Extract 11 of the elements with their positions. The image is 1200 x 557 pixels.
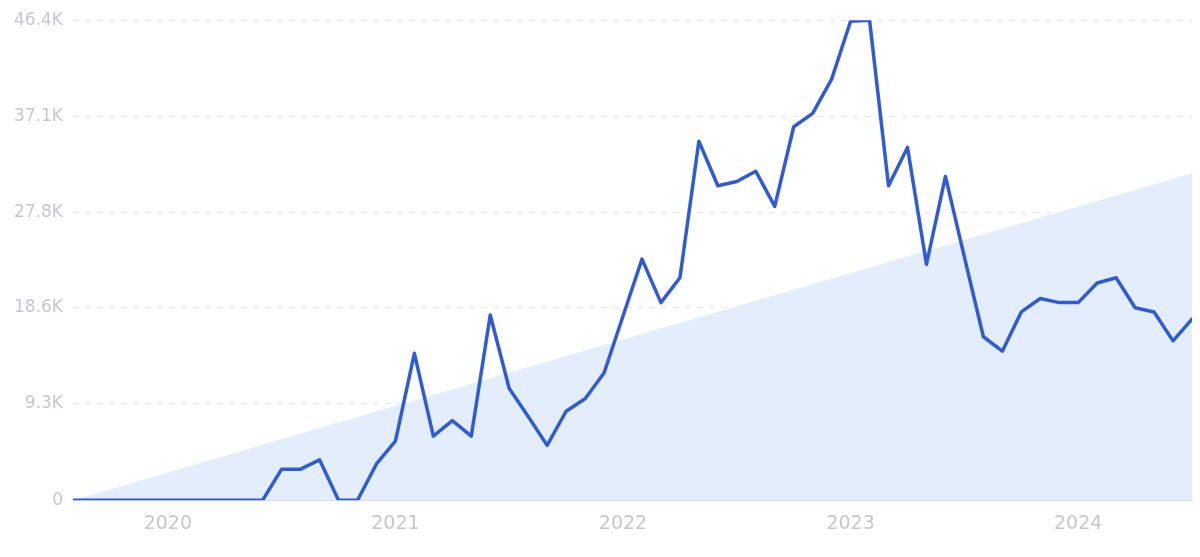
x-tick-label: 2020 [143,510,193,533]
y-tick-label: 0 [52,488,63,509]
x-tick-label: 2023 [826,510,875,533]
x-tick-label: 2022 [598,510,648,533]
y-tick-label: 27.8K [14,201,64,222]
y-tick-label: 9.3K [24,392,64,413]
y-tick-label: 18.6K [14,296,64,317]
x-tick-label: 2021 [371,510,420,533]
x-tick-label: 2024 [1054,510,1103,533]
y-tick-label: 46.4K [14,8,64,29]
y-tick-label: 37.1K [14,104,64,125]
